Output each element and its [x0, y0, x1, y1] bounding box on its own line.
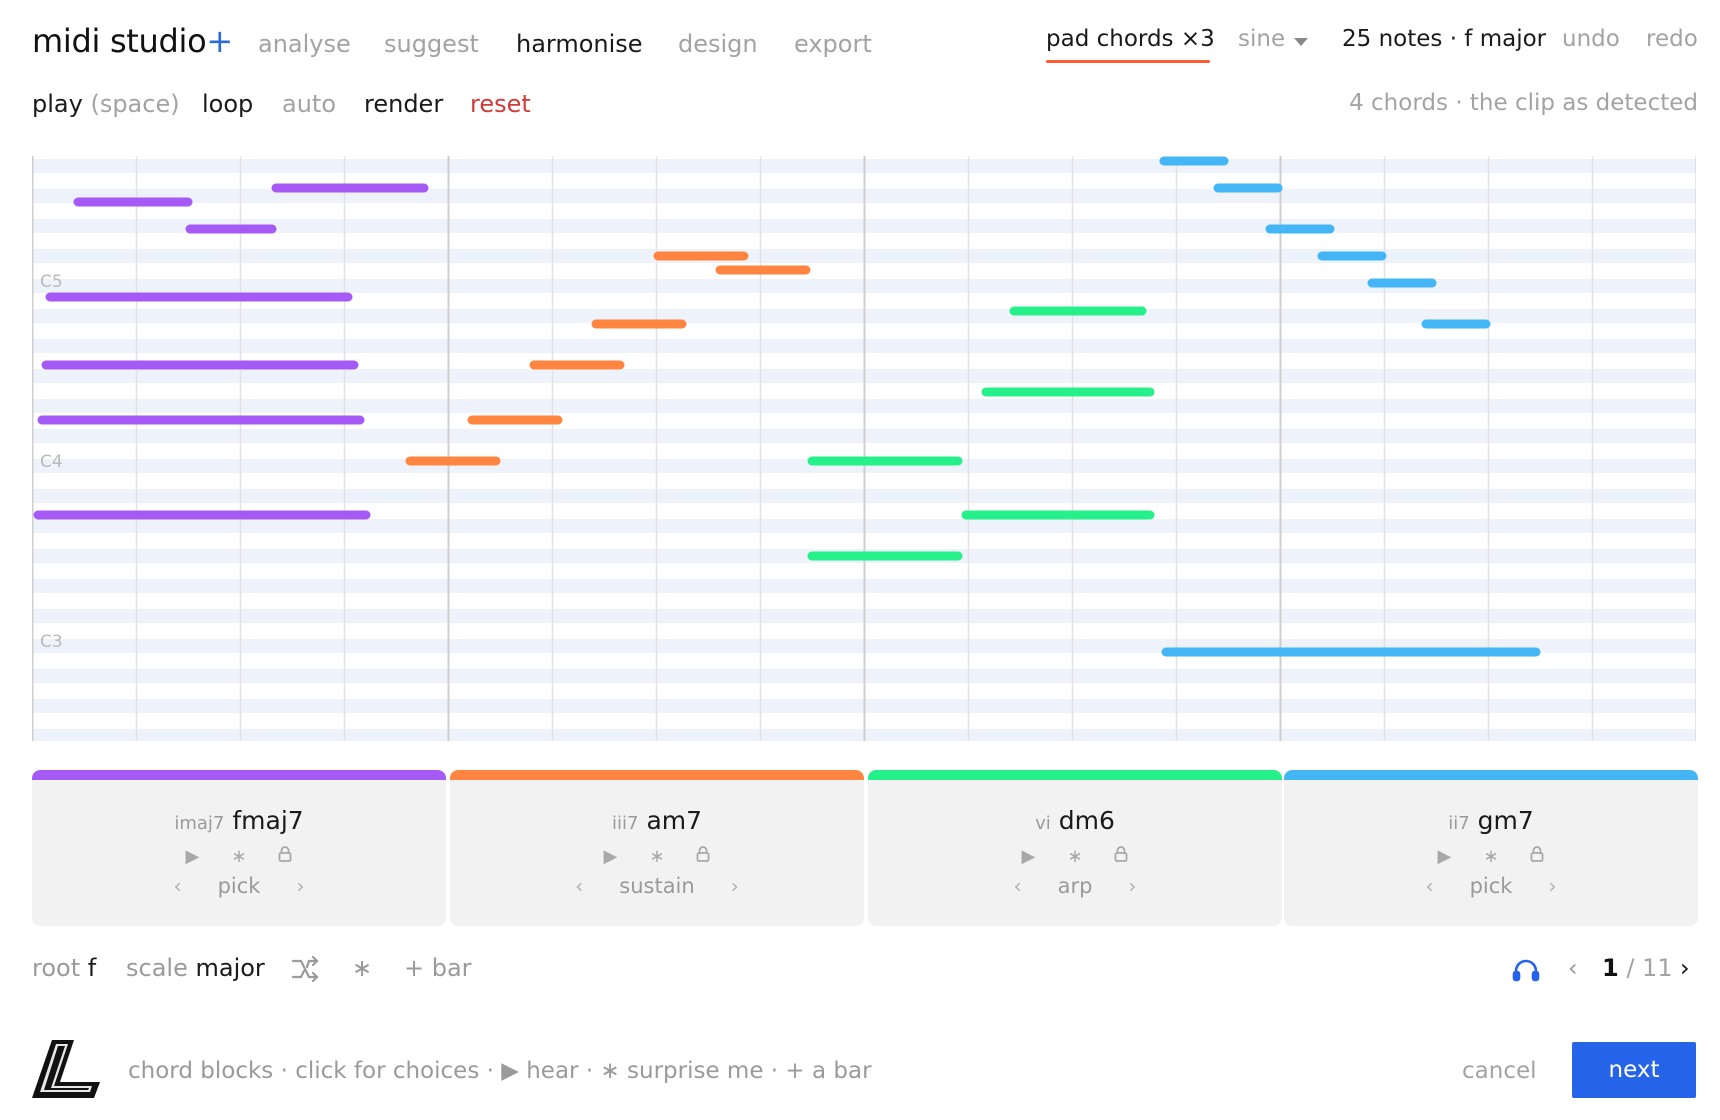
nav-suggest[interactable]: suggest: [384, 30, 479, 58]
octave-label-c3: C3: [40, 632, 63, 652]
chord-card-dm6[interactable]: vi dm6 ▶ ∗ ‹ arp ›: [868, 770, 1282, 926]
chevron-down-icon[interactable]: [1294, 38, 1308, 46]
surprise-icon[interactable]: ∗: [352, 954, 373, 982]
mode-prev-button[interactable]: ‹: [1013, 874, 1022, 898]
chord-roman: imaj7: [174, 813, 225, 834]
chord-name[interactable]: am7: [646, 806, 703, 835]
chord-heading: ii7 gm7: [1284, 806, 1698, 835]
scale-selector[interactable]: scale major: [126, 954, 265, 982]
chord-mode-selector: ‹ pick ›: [1284, 874, 1698, 898]
chord-mode-selector: ‹ arp ›: [868, 874, 1282, 898]
octave-label-c5: C5: [40, 272, 63, 292]
chord-mode[interactable]: pick: [1469, 874, 1513, 898]
mode-next-button[interactable]: ›: [1548, 874, 1557, 898]
chord-name[interactable]: dm6: [1058, 806, 1115, 835]
surprise-icon[interactable]: ∗: [649, 846, 665, 867]
prev-page-button[interactable]: ‹: [1568, 954, 1578, 982]
piano-roll-grid: [32, 156, 1696, 741]
add-bar-button[interactable]: + bar: [404, 954, 472, 982]
logo-icon: [30, 1036, 104, 1106]
chord-name[interactable]: fmaj7: [232, 806, 304, 835]
surprise-icon[interactable]: ∗: [1483, 846, 1499, 867]
auto-button[interactable]: auto: [282, 90, 337, 118]
chord-card-gm7[interactable]: ii7 gm7 ▶ ∗ ‹ pick ›: [1284, 770, 1698, 926]
headphones-icon[interactable]: [1512, 958, 1540, 986]
play-button[interactable]: play (space): [32, 90, 180, 118]
app-title: midi studio+: [32, 22, 233, 60]
shuffle-icon[interactable]: [290, 954, 320, 988]
chord-color-bar: [32, 770, 446, 780]
chord-card-am7[interactable]: iii7 am7 ▶ ∗ ‹ sustain ›: [450, 770, 864, 926]
chord-roman: vi: [1035, 813, 1051, 834]
root-selector[interactable]: root f: [32, 954, 97, 982]
chord-actions: ▶ ∗: [32, 846, 446, 867]
chord-actions: ▶ ∗: [450, 846, 864, 867]
chord-color-bar: [868, 770, 1282, 780]
chord-card-fmaj7[interactable]: imaj7 fmaj7 ▶ ∗ ‹ pick ›: [32, 770, 446, 926]
surprise-icon[interactable]: ∗: [231, 846, 247, 867]
octave-label-c4: C4: [40, 452, 63, 472]
status-text: 4 chords · the clip as detected: [1349, 90, 1698, 116]
lock-icon[interactable]: [278, 846, 292, 867]
chord-actions: ▶ ∗: [868, 846, 1282, 867]
play-shortcut-hint: (space): [90, 90, 180, 118]
play-icon[interactable]: ▶: [185, 846, 200, 867]
play-icon[interactable]: ▶: [1021, 846, 1036, 867]
chord-heading: vi dm6: [868, 806, 1282, 835]
reset-button[interactable]: reset: [470, 90, 531, 118]
nav-harmonise[interactable]: harmonise: [516, 30, 643, 58]
nav-design[interactable]: design: [678, 30, 758, 58]
lock-icon[interactable]: [1530, 846, 1544, 867]
mode-next-button[interactable]: ›: [730, 874, 739, 898]
undo-button[interactable]: undo: [1562, 26, 1620, 52]
mode-prev-button[interactable]: ‹: [1425, 874, 1434, 898]
preset-selector[interactable]: pad chords ×3: [1046, 26, 1215, 52]
play-icon[interactable]: ▶: [603, 846, 618, 867]
render-button[interactable]: render: [364, 90, 444, 118]
lock-icon[interactable]: [1114, 846, 1128, 867]
play-icon[interactable]: ▶: [1437, 846, 1452, 867]
chord-color-bar: [450, 770, 864, 780]
chord-name[interactable]: gm7: [1477, 806, 1534, 835]
chord-heading: imaj7 fmaj7: [32, 806, 446, 835]
chord-roman: iii7: [611, 813, 639, 834]
mode-next-button[interactable]: ›: [296, 874, 305, 898]
next-page-button[interactable]: ›: [1680, 954, 1690, 982]
nav-analyse[interactable]: analyse: [258, 30, 351, 58]
chord-mode[interactable]: sustain: [619, 874, 695, 898]
next-button[interactable]: next: [1572, 1042, 1696, 1098]
mode-next-button[interactable]: ›: [1128, 874, 1137, 898]
redo-button[interactable]: redo: [1646, 26, 1698, 52]
waveform-select[interactable]: sine: [1238, 26, 1286, 52]
chord-mode[interactable]: pick: [217, 874, 261, 898]
lock-icon[interactable]: [696, 846, 710, 867]
preset-underline: [1046, 60, 1210, 63]
mode-prev-button[interactable]: ‹: [575, 874, 584, 898]
loop-button[interactable]: loop: [202, 90, 254, 118]
chord-heading: iii7 am7: [450, 806, 864, 835]
notes-info: 25 notes · f major: [1342, 26, 1547, 52]
chord-roman: ii7: [1448, 813, 1470, 834]
chord-color-bar: [1284, 770, 1698, 780]
nav-export[interactable]: export: [794, 30, 872, 58]
mode-prev-button[interactable]: ‹: [173, 874, 182, 898]
help-text: chord blocks · click for choices · ▶ hea…: [128, 1058, 872, 1084]
cancel-button[interactable]: cancel: [1462, 1058, 1537, 1084]
surprise-icon[interactable]: ∗: [1067, 846, 1083, 867]
chord-mode-selector: ‹ pick ›: [32, 874, 446, 898]
chord-mode-selector: ‹ sustain ›: [450, 874, 864, 898]
page-indicator: 1 / 11: [1602, 954, 1673, 982]
chord-actions: ▶ ∗: [1284, 846, 1698, 867]
chord-mode[interactable]: arp: [1057, 874, 1093, 898]
piano-roll[interactable]: C5 C4 C3: [32, 156, 1696, 741]
